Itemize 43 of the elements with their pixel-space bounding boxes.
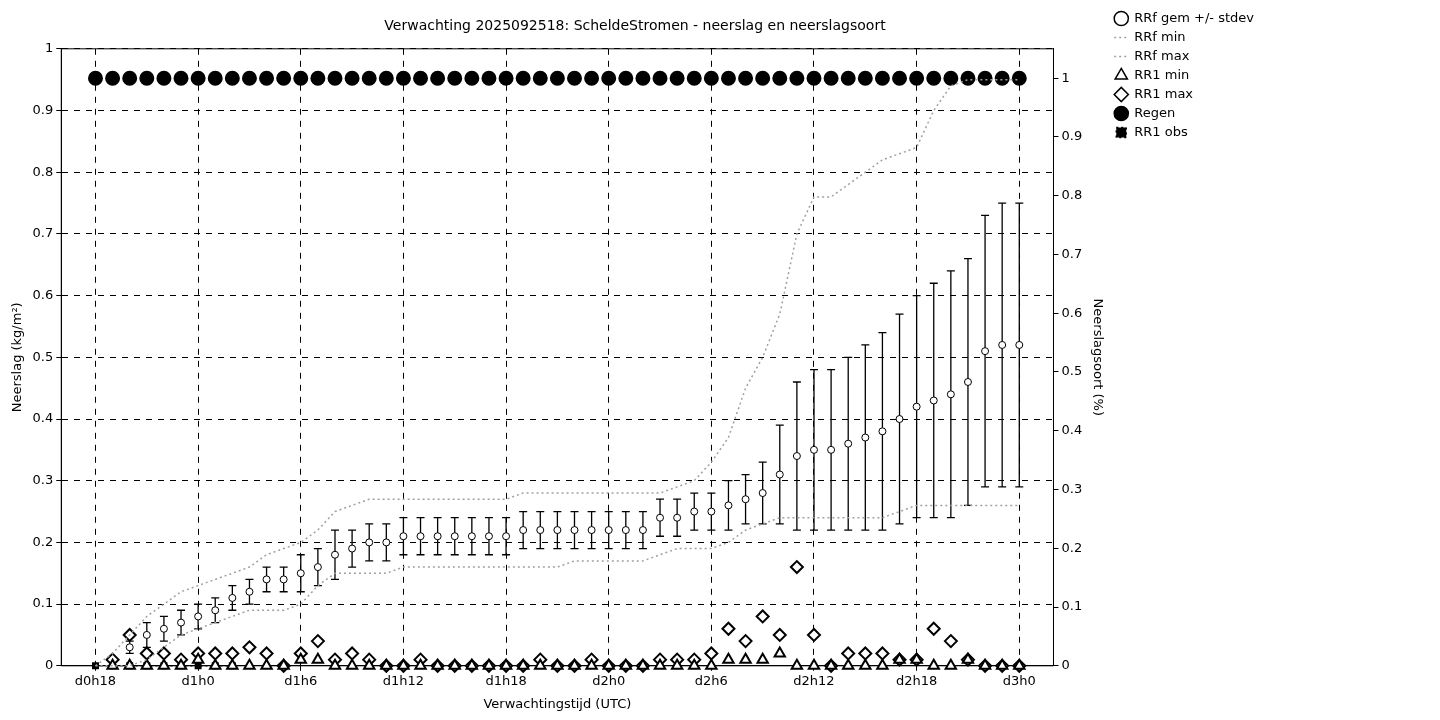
y-tick-label: 0 <box>44 657 54 673</box>
y2-tick-label: 0.3 <box>1061 480 1083 496</box>
x-tick-label: d1h12 <box>382 672 425 688</box>
legend-label: RRf min <box>1134 28 1186 44</box>
chart-title: Verwachting 2025092518: ScheldeStromen - neerslag en neerslagsoort <box>384 17 887 34</box>
x-tick-label: d2h0 <box>592 672 626 688</box>
x-tick-label: d2h12 <box>793 672 835 688</box>
legend-label: RR1 obs <box>1134 123 1188 139</box>
y-tick-label: 0.1 <box>32 595 54 611</box>
y-tick-label: 0.5 <box>32 348 54 364</box>
y-tick-label: 0.2 <box>32 533 54 549</box>
x-tick-label: d3h0 <box>1002 672 1036 688</box>
y2-tick-label: 0.1 <box>1061 598 1083 614</box>
y-tick-label: 0.8 <box>32 163 54 179</box>
y-tick-label: 0.4 <box>32 410 54 426</box>
x-tick-label: d0h18 <box>74 672 117 688</box>
x-tick-label: d2h18 <box>895 672 938 688</box>
legend-label: RRf max <box>1134 47 1190 63</box>
y-tick-label: 0.6 <box>32 286 54 302</box>
y-tick-label: 0.3 <box>32 472 54 488</box>
y-tick-label: 1 <box>44 40 54 56</box>
y2-tick-label: 0.5 <box>1061 363 1083 379</box>
y2-tick-label: 0.4 <box>1061 422 1083 438</box>
legend-label: RR1 min <box>1134 66 1190 82</box>
y2-tick-label: 0.6 <box>1061 304 1083 320</box>
x-tick-label: d2h6 <box>694 672 728 688</box>
y-tick-label: 0.9 <box>32 101 54 117</box>
x-tick-label: d1h18 <box>485 672 527 688</box>
y2-axis-title: Neerslagsoort (%) <box>1090 298 1106 417</box>
y2-tick-label: 1 <box>1061 69 1070 85</box>
y2-tick-label: 0.2 <box>1061 539 1083 555</box>
x-tick-label: d1h6 <box>284 672 318 688</box>
y2-tick-label: 0 <box>1061 657 1070 673</box>
x-tick-label: d1h0 <box>181 672 215 688</box>
y-axis-title: Neerslag (kg/m²) <box>9 302 25 413</box>
y2-tick-label: 0.8 <box>1061 187 1083 203</box>
legend-label: Regen <box>1134 104 1176 120</box>
legend-label: RR1 max <box>1134 85 1194 101</box>
y-tick-label: 0.7 <box>32 225 54 241</box>
legend-label: RRf gem +/- stdev <box>1134 9 1255 25</box>
y2-tick-label: 0.7 <box>1061 245 1083 261</box>
x-axis-title: Verwachtingstijd (UTC) <box>483 695 632 711</box>
y2-tick-label: 0.9 <box>1061 128 1083 144</box>
